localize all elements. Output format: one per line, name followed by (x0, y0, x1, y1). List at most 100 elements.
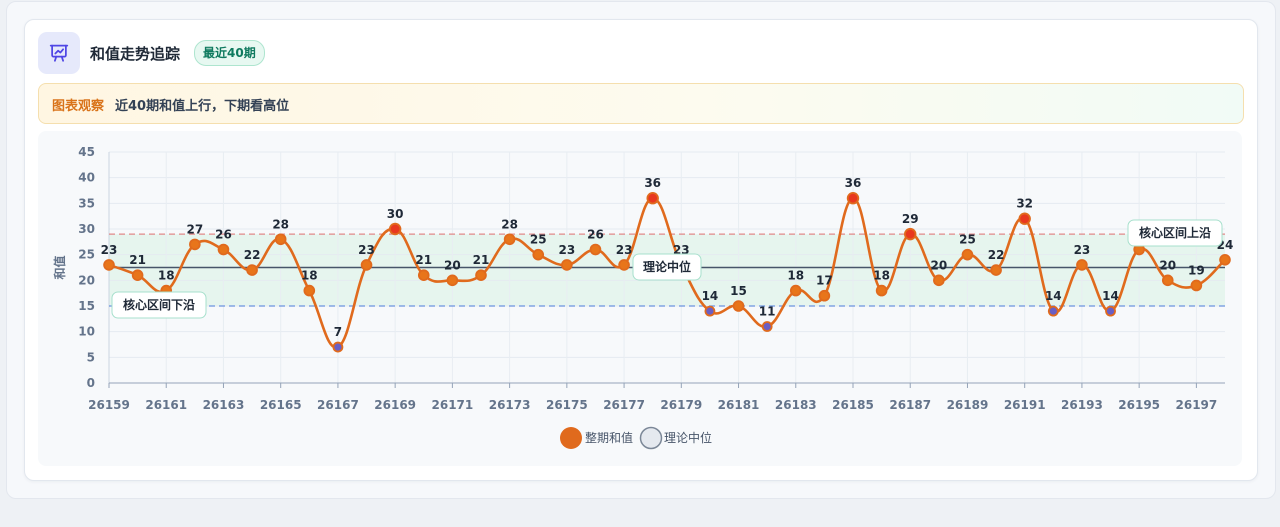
notice-text: 近40期和值上行，下期看高位 (115, 99, 290, 114)
data-label: 26 (215, 228, 232, 242)
x-tick-label: 26169 (374, 398, 416, 412)
data-point (1077, 260, 1086, 269)
legend-item-series: 整期和值 (560, 427, 633, 449)
data-point (1135, 245, 1144, 254)
data-label: 14 (1102, 289, 1119, 303)
data-label: 36 (644, 176, 661, 190)
x-tick-label: 26173 (489, 398, 531, 412)
y-tick-label: 20 (78, 273, 95, 287)
y-tick-label: 5 (87, 350, 95, 364)
data-label: 18 (301, 269, 318, 283)
data-point (1163, 276, 1172, 285)
data-point (334, 343, 342, 351)
y-tick-label: 25 (78, 248, 95, 262)
data-label: 27 (186, 222, 203, 236)
data-label: 18 (158, 269, 175, 283)
data-point (562, 260, 571, 269)
data-label: 18 (787, 269, 804, 283)
data-label: 17 (816, 274, 833, 288)
y-tick-label: 40 (78, 171, 95, 185)
data-point (419, 271, 428, 280)
data-label: 7 (334, 325, 342, 339)
axes-layer: 0 5 10 15 20 25 30 35 40 45 26159 26161 26163 26165 26… (52, 145, 1225, 412)
data-point (963, 250, 972, 259)
data-point (448, 276, 457, 285)
data-label: 23 (558, 243, 575, 257)
data-point (877, 286, 886, 295)
legend: 整期和值 理论中位 (560, 426, 712, 450)
data-label: 15 (730, 284, 747, 298)
x-tick-label: 26165 (260, 398, 302, 412)
data-label: 29 (902, 212, 919, 226)
data-point (1020, 214, 1030, 224)
x-tick-label: 26189 (947, 398, 989, 412)
median-annotation: 理论中位 (632, 253, 702, 281)
presentation-chart-icon (49, 44, 69, 62)
x-tick-label: 26159 (88, 398, 130, 412)
data-point (905, 229, 915, 239)
x-tick-label: 26175 (546, 398, 588, 412)
y-tick-label: 0 (87, 376, 95, 390)
data-label: 32 (1016, 197, 1033, 211)
data-label: 23 (101, 243, 118, 257)
x-tick-label: 26193 (1061, 398, 1103, 412)
x-tick-label: 26171 (432, 398, 474, 412)
data-point (648, 193, 658, 203)
median-annotation-text: 理论中位 (643, 259, 691, 274)
data-label: 22 (244, 248, 261, 262)
upper-bound-annotation-box (1127, 219, 1223, 247)
x-tick-label: 26187 (889, 398, 931, 412)
data-label: 28 (272, 217, 289, 231)
x-tick-label: 26161 (145, 398, 187, 412)
median-annotation-box (632, 253, 702, 281)
legend-swatch-median (639, 426, 663, 450)
data-label: 28 (501, 217, 518, 231)
x-tick-label: 26177 (603, 398, 645, 412)
data-point (848, 193, 858, 203)
data-label: 23 (358, 243, 375, 257)
data-point (362, 260, 371, 269)
legend-swatch-series (560, 427, 582, 449)
data-point (190, 240, 199, 249)
data-point (276, 235, 285, 244)
data-point (1221, 255, 1229, 264)
x-tick-label: 26195 (1118, 398, 1160, 412)
notice-tag: 图表观察 (52, 99, 105, 114)
y-tick-label: 45 (78, 145, 95, 159)
points-layer (103, 192, 1231, 353)
data-point (390, 224, 400, 234)
data-label: 20 (930, 258, 947, 272)
data-label: 21 (473, 253, 490, 267)
data-label: 25 (530, 233, 547, 247)
data-point (763, 322, 771, 331)
data-label: 23 (673, 243, 690, 257)
x-tick-label: 26183 (775, 398, 817, 412)
data-label: 22 (988, 248, 1005, 262)
annotations-layer: 核心区间下沿 理论中位 核心区间上沿 (111, 219, 1223, 319)
period-badge: 最近40期 (194, 40, 265, 66)
data-label: 23 (616, 243, 633, 257)
data-point (133, 271, 142, 280)
y-tick-label: 35 (78, 196, 95, 210)
data-point (934, 276, 943, 285)
x-tick-label: 26163 (203, 398, 245, 412)
data-label: 36 (845, 176, 862, 190)
upper-bound-annotation: 核心区间上沿 (1127, 219, 1223, 247)
data-label: 25 (959, 233, 976, 247)
data-label: 30 (387, 207, 404, 221)
x-tick-label: 26179 (660, 398, 702, 412)
lower-bound-annotation-box (111, 291, 207, 319)
data-point (820, 291, 829, 300)
x-tick-label: 26181 (718, 398, 760, 412)
data-point (591, 245, 600, 254)
data-label: 11 (759, 305, 776, 319)
upper-bound-annotation-text: 核心区间上沿 (1139, 225, 1211, 240)
lower-bound-annotation-text: 核心区间下沿 (123, 297, 195, 312)
data-label: 14 (1045, 289, 1062, 303)
data-point (534, 250, 543, 259)
y-tick-label: 10 (78, 325, 95, 339)
legend-label-series: 整期和值 (585, 430, 633, 445)
x-tick-label: 26191 (1004, 398, 1046, 412)
data-point (105, 260, 113, 269)
